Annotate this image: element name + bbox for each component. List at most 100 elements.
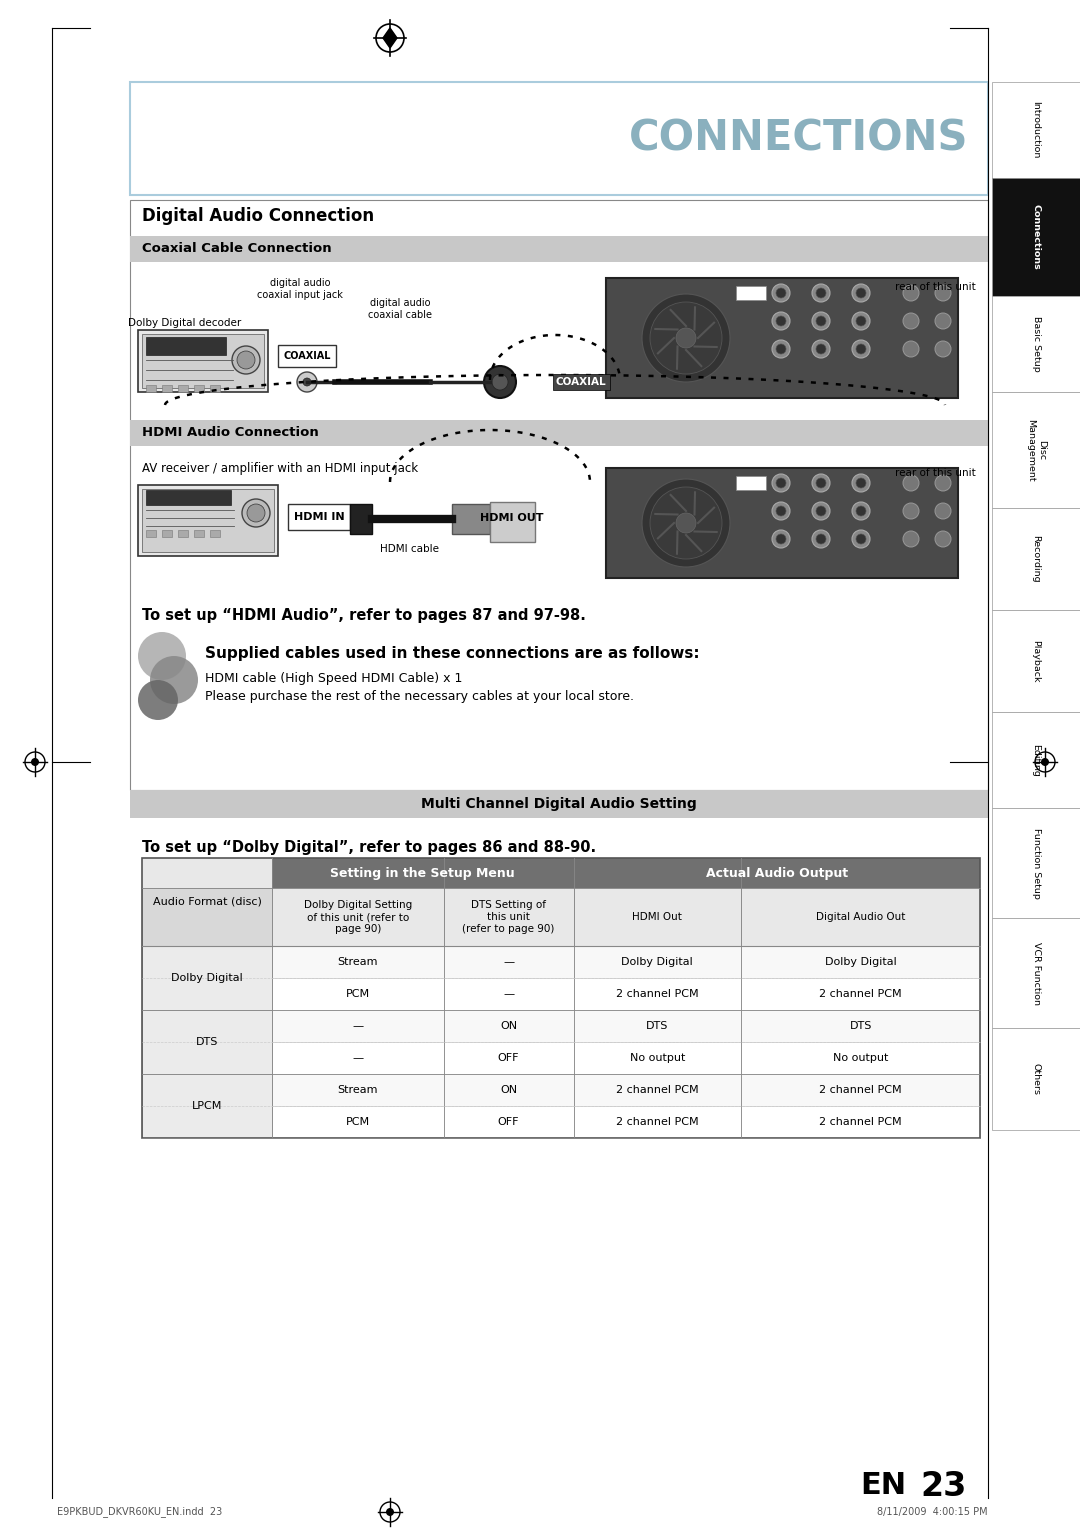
Circle shape [816, 344, 826, 354]
Circle shape [777, 287, 786, 298]
Circle shape [816, 533, 826, 544]
Circle shape [903, 341, 919, 358]
Circle shape [1041, 758, 1049, 766]
Text: rear of this unit: rear of this unit [895, 283, 976, 292]
Bar [444, 1074, 573, 1106]
Circle shape [812, 341, 831, 358]
Circle shape [150, 656, 198, 704]
Bar [741, 1042, 980, 1074]
Bar [444, 1042, 573, 1074]
Text: Dolby Digital: Dolby Digital [171, 973, 243, 983]
Circle shape [386, 1508, 394, 1516]
Bar [444, 946, 573, 978]
Text: 2 channel PCM: 2 channel PCM [820, 1117, 902, 1128]
Circle shape [856, 316, 866, 325]
Text: 2 channel PCM: 2 channel PCM [616, 1085, 699, 1096]
Bar [130, 200, 988, 790]
Circle shape [852, 341, 870, 358]
Circle shape [816, 287, 826, 298]
Bar [606, 278, 958, 397]
Circle shape [856, 344, 866, 354]
Bar [993, 610, 1080, 712]
Circle shape [642, 293, 730, 382]
Text: Dolby Digital Setting
of this unit (refer to
page 90): Dolby Digital Setting of this unit (refe… [303, 900, 411, 934]
Text: DTS: DTS [849, 1021, 872, 1031]
Bar [741, 1074, 980, 1106]
Circle shape [935, 286, 951, 301]
Text: COAXIAL: COAXIAL [556, 377, 607, 387]
Text: Setting in the Setup Menu: Setting in the Setup Menu [330, 866, 515, 880]
Bar [993, 712, 1080, 808]
Circle shape [484, 367, 516, 397]
Bar [141, 335, 264, 388]
Text: Digital Audio Connection: Digital Audio Connection [141, 206, 374, 225]
Bar [993, 507, 1080, 610]
Text: OFF: OFF [498, 1053, 519, 1063]
Bar [138, 484, 278, 556]
Circle shape [772, 474, 789, 492]
Text: HDMI Out: HDMI Out [633, 912, 683, 921]
Text: VCR Function: VCR Function [1031, 941, 1040, 1004]
Circle shape [777, 533, 786, 544]
Circle shape [777, 478, 786, 487]
Text: DTS: DTS [195, 1038, 218, 1047]
Text: Disc
Management: Disc Management [1026, 419, 1045, 481]
Bar [350, 504, 372, 533]
Bar [210, 385, 220, 393]
Circle shape [777, 316, 786, 325]
Text: Dolby Digital decoder: Dolby Digital decoder [129, 318, 242, 329]
Bar [272, 978, 444, 1010]
Circle shape [772, 312, 789, 330]
Text: No output: No output [630, 1053, 685, 1063]
Bar [141, 859, 980, 1138]
Text: Basic Setup: Basic Setup [1031, 316, 1040, 371]
Text: 2 channel PCM: 2 channel PCM [616, 1117, 699, 1128]
Bar [444, 1106, 573, 1138]
Text: DTS Setting of
this unit
(refer to page 90): DTS Setting of this unit (refer to page … [462, 900, 555, 934]
Bar [993, 296, 1080, 393]
Text: rear of this unit: rear of this unit [895, 468, 976, 478]
Text: 2 channel PCM: 2 channel PCM [820, 1085, 902, 1096]
Text: Function Setup: Function Setup [1031, 828, 1040, 898]
Text: Stream: Stream [338, 1085, 378, 1096]
Text: CONNECTIONS: CONNECTIONS [629, 118, 968, 159]
Bar [272, 1074, 444, 1106]
Bar [741, 978, 980, 1010]
Bar [573, 888, 741, 946]
Circle shape [816, 478, 826, 487]
Circle shape [812, 284, 831, 303]
Text: —: — [352, 1053, 363, 1063]
Bar [178, 530, 188, 536]
Bar [146, 338, 226, 354]
Circle shape [237, 351, 255, 368]
Bar [993, 177, 1080, 296]
Circle shape [676, 329, 696, 348]
Bar [741, 946, 980, 978]
Text: EN: EN [860, 1471, 906, 1500]
Bar [141, 489, 274, 552]
Text: ON: ON [500, 1085, 517, 1096]
Bar [573, 1042, 741, 1074]
Bar [194, 530, 204, 536]
Bar [272, 946, 444, 978]
Bar [272, 1106, 444, 1138]
Bar [194, 385, 204, 393]
Text: To set up “Dolby Digital”, refer to pages 86 and 88-90.: To set up “Dolby Digital”, refer to page… [141, 840, 596, 856]
Circle shape [856, 506, 866, 516]
Bar [272, 859, 573, 888]
Polygon shape [383, 28, 397, 47]
Text: Stream: Stream [338, 957, 378, 967]
Text: No output: No output [833, 1053, 888, 1063]
Text: COAXIAL: COAXIAL [283, 351, 330, 361]
Circle shape [903, 503, 919, 520]
Circle shape [303, 377, 311, 387]
Text: LPCM: LPCM [192, 1102, 222, 1111]
Text: Introduction: Introduction [1031, 101, 1040, 159]
Bar [162, 530, 172, 536]
Text: 23: 23 [920, 1470, 967, 1502]
Circle shape [777, 344, 786, 354]
Bar [278, 345, 336, 367]
Circle shape [903, 475, 919, 490]
Circle shape [852, 312, 870, 330]
Text: Editing: Editing [1031, 744, 1040, 776]
